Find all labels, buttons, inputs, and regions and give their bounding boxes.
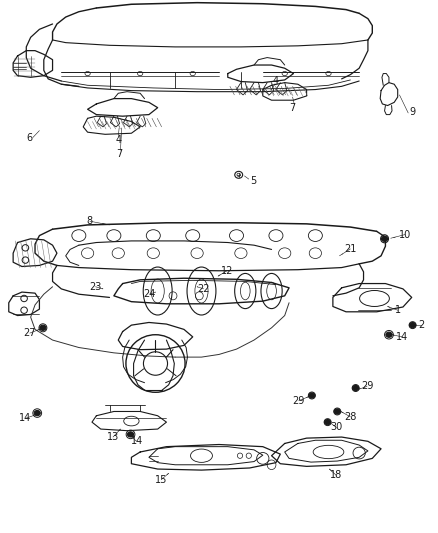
Ellipse shape [410,322,416,328]
Text: 30: 30 [330,423,343,432]
Text: 5: 5 [251,176,257,186]
Ellipse shape [386,332,392,337]
Ellipse shape [127,432,134,437]
Text: 15: 15 [155,475,167,484]
Ellipse shape [34,410,40,416]
Text: 2: 2 [418,320,424,330]
Text: 9: 9 [410,107,416,117]
Text: 12: 12 [221,266,233,276]
Text: 29: 29 [293,396,305,406]
Text: 6: 6 [27,133,33,142]
Text: 28: 28 [344,412,357,422]
Text: 7: 7 [290,103,296,112]
Ellipse shape [353,385,359,391]
Text: 23: 23 [89,282,102,292]
Text: 7: 7 [116,149,122,158]
Text: 8: 8 [87,216,93,226]
Text: 29: 29 [361,382,373,391]
Text: 21: 21 [344,244,357,254]
Ellipse shape [334,409,340,414]
Text: 27: 27 [24,328,36,338]
Ellipse shape [381,236,388,241]
Text: 4: 4 [115,135,121,144]
Text: 14: 14 [396,332,408,342]
Text: 1: 1 [395,305,401,315]
Text: 22: 22 [198,284,210,294]
Text: 14: 14 [131,437,143,446]
Text: 13: 13 [107,432,119,442]
Ellipse shape [325,419,331,425]
Text: 24: 24 [144,289,156,299]
Text: 10: 10 [399,230,411,239]
Text: 18: 18 [330,471,343,480]
Text: 4: 4 [273,76,279,86]
Ellipse shape [40,325,46,330]
Ellipse shape [309,393,315,398]
Text: 14: 14 [19,414,32,423]
